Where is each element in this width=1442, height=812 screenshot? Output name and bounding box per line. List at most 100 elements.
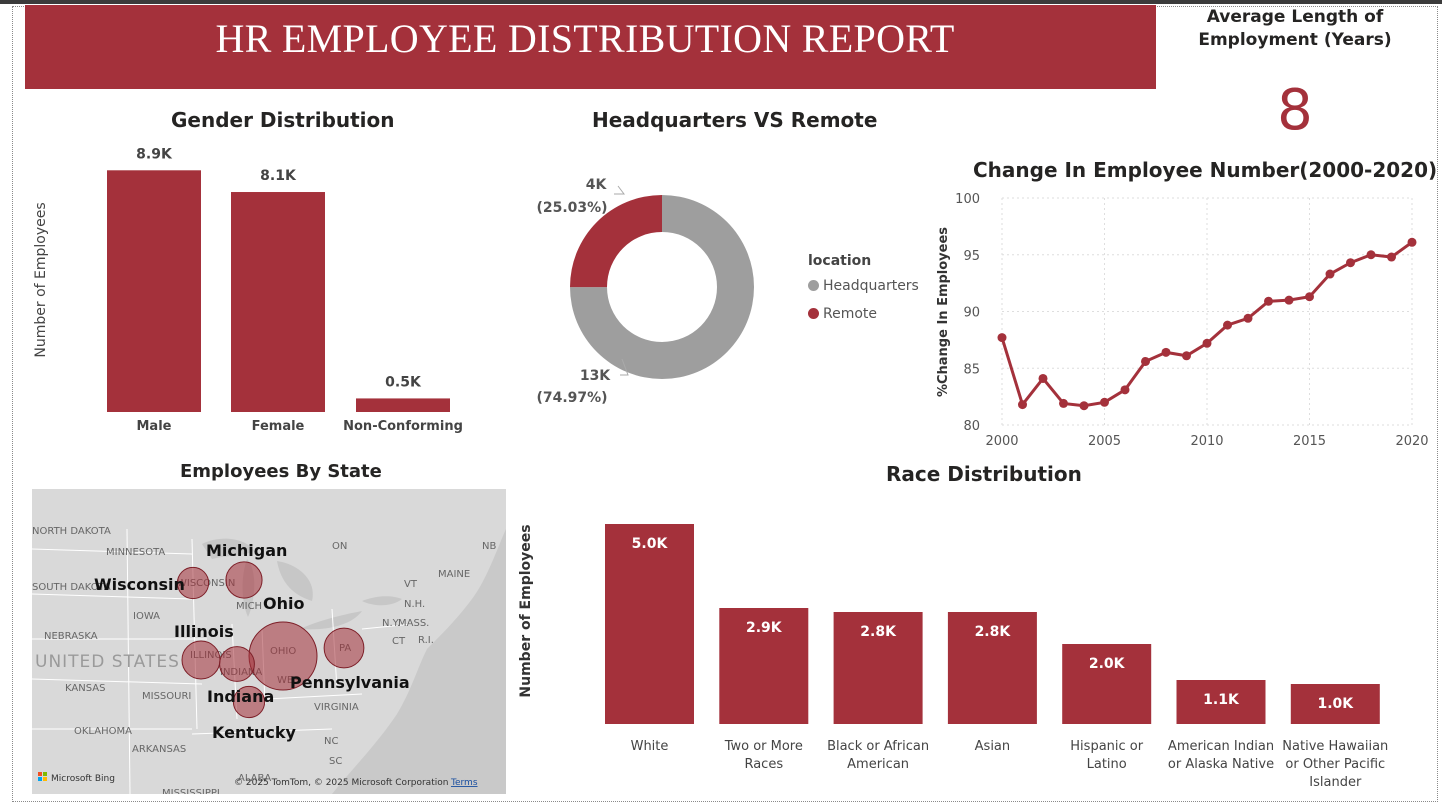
line-point-2012[interactable] [1243, 313, 1253, 323]
employees-by-state-map[interactable]: NORTH DAKOTA MINNESOTA SOUTH DAKOTA IOWA NEB… [32, 489, 506, 794]
basemap-label-ct: CT [392, 636, 406, 647]
map-label-ohio: Ohio [263, 594, 304, 613]
title-banner: HR EMPLOYEE DISTRIBUTION REPORT [25, 5, 1156, 89]
basemap-label-mississippi: MISSISSIPPI [162, 788, 220, 794]
race-category-5-line-1: or Alaska Native [1168, 757, 1274, 772]
race-category-1-line-0: Two or More [724, 739, 803, 754]
line-point-2008[interactable] [1161, 347, 1171, 357]
line-point-2015[interactable] [1305, 292, 1314, 302]
basemap-label-michigan_basemap: MICH [236, 601, 262, 612]
line-point-2020[interactable] [1407, 237, 1417, 247]
line-point-2013[interactable] [1264, 296, 1273, 306]
line-point-2010[interactable] [1202, 338, 1212, 348]
map-bubble-indiana[interactable] [219, 646, 255, 682]
donut-slice-remote[interactable] [570, 195, 662, 288]
line-point-2005[interactable] [1100, 397, 1109, 407]
map-terms-link[interactable]: Terms [450, 778, 478, 788]
map-bubble-pennsylvania[interactable] [323, 627, 365, 669]
map-label-wisconsin: Wisconsin [94, 575, 185, 594]
state-border-12 [361, 623, 413, 630]
donut-slice-headquarters[interactable] [570, 195, 754, 379]
map-bubble-illinois[interactable] [181, 640, 221, 680]
basemap-label-missouri: MISSOURI [142, 691, 191, 702]
gender-chart-title: Gender Distribution [171, 108, 395, 132]
race-bar-2[interactable] [833, 612, 923, 724]
race-bar-5[interactable] [1176, 680, 1266, 724]
gender-bar-0[interactable] [107, 170, 201, 412]
race-bar-4[interactable] [1062, 644, 1152, 724]
race-bar-6[interactable] [1290, 684, 1380, 724]
location-donut-chart[interactable]: 13K (74.97%) 4K (25.03%) [520, 160, 800, 420]
map-canvas[interactable]: NORTH DAKOTA MINNESOTA SOUTH DAKOTA IOWA NEB… [32, 489, 506, 794]
race-bar-3[interactable] [947, 612, 1037, 724]
legend-item-headquarters[interactable]: Headquarters [808, 278, 919, 294]
line-point-2003[interactable] [1059, 398, 1068, 408]
race-chart-title: Race Distribution [886, 462, 1082, 486]
race-category-5-line-0: American Indian [1168, 739, 1274, 754]
line-point-2007[interactable] [1141, 356, 1150, 366]
line-point-2018[interactable] [1366, 250, 1376, 260]
basemap-label-ny: N.Y. [382, 618, 400, 629]
line-xtick-1: 2005 [1088, 434, 1121, 449]
donut-label-hq-pct: (74.97%) [536, 390, 607, 406]
line-point-2009[interactable] [1182, 351, 1191, 361]
race-bar-label-3: 2.8K [975, 624, 1012, 640]
line-point-2002[interactable] [1038, 373, 1048, 383]
map-bubble-kentucky[interactable] [232, 685, 266, 719]
line-point-2019[interactable] [1387, 252, 1396, 262]
race-category-4-line-0: Hispanic or [1070, 739, 1143, 754]
race-bar-label-0: 5.0K [632, 536, 669, 552]
donut-label-hq-value: 13K [580, 368, 611, 384]
gender-bar-2[interactable] [356, 398, 450, 412]
legend-dot-remote [808, 308, 819, 319]
window-top-bar [0, 0, 1442, 4]
gender-bar-chart[interactable]: Number of Employees 8.9K Male 8.1K Female 0.5… [25, 140, 485, 440]
donut-leader-remote [614, 185, 625, 195]
line-ytick-2: 90 [963, 306, 980, 321]
race-bar-label-5: 1.1K [1203, 692, 1240, 708]
map-label-illinois: Illinois [174, 622, 234, 641]
legend-item-remote[interactable]: Remote [808, 306, 877, 322]
line-point-2004[interactable] [1079, 401, 1089, 411]
gender-bar-1[interactable] [231, 192, 325, 412]
map-title: Employees By State [180, 461, 382, 482]
basemap-label-nc: NC [324, 736, 338, 747]
line-point-2016[interactable] [1325, 269, 1335, 279]
basemap-label-nb: NB [482, 541, 496, 552]
race-category-1-line-1: Races [744, 757, 783, 772]
legend-label-headquarters: Headquarters [823, 278, 919, 294]
donut-label-remote-value: 4K [586, 177, 608, 193]
map-attribution: © 2025 TomTom, © 2025 Microsoft Corporat… [234, 778, 448, 788]
line-point-2011[interactable] [1223, 320, 1232, 330]
gender-category-2: Non-Conforming [343, 419, 463, 434]
state-border-11 [191, 728, 333, 735]
line-ytick-1: 85 [963, 362, 980, 377]
location-legend-title: location [808, 253, 872, 269]
race-bar-0[interactable] [605, 524, 694, 724]
race-category-2-line-1: American [847, 757, 909, 772]
map-bubble-wisconsin[interactable] [176, 566, 210, 600]
change-line-chart[interactable]: 80 85 90 95 100 2000 2005 2010 2015 2020 %Change I… [925, 185, 1435, 450]
race-category-3-line-0: Asian [975, 739, 1010, 754]
legend-label-remote: Remote [823, 306, 878, 322]
line-point-2001[interactable] [1018, 400, 1027, 410]
line-point-2017[interactable] [1346, 258, 1355, 268]
line-point-2000[interactable] [997, 333, 1007, 343]
bing-logo-icon-3 [38, 777, 42, 781]
race-category-6-line-1: or Other Pacific [1285, 757, 1385, 772]
map-bubble-michigan[interactable] [225, 561, 263, 599]
line-point-2014[interactable] [1284, 295, 1294, 305]
basemap-label-south_dakota: SOUTH DAKOTA [32, 582, 111, 593]
gender-category-0: Male [137, 419, 172, 434]
map-label-kentucky: Kentucky [212, 723, 297, 742]
gender-bar-label-1: 8.1K [260, 168, 297, 184]
race-bar-chart[interactable]: Number of Employees 5.0K White 2.9K Two or M… [510, 495, 1410, 795]
atlantic-ocean [332, 489, 506, 794]
race-bar-1[interactable] [719, 608, 809, 724]
line-ytick-3: 95 [963, 249, 980, 264]
line-point-2006[interactable] [1120, 385, 1130, 395]
kpi-value[interactable]: 8 [1277, 78, 1313, 143]
basemap-label-maine: MAINE [438, 569, 470, 580]
report-title: HR EMPLOYEE DISTRIBUTION REPORT [215, 16, 955, 61]
state-border-1 [32, 593, 193, 600]
